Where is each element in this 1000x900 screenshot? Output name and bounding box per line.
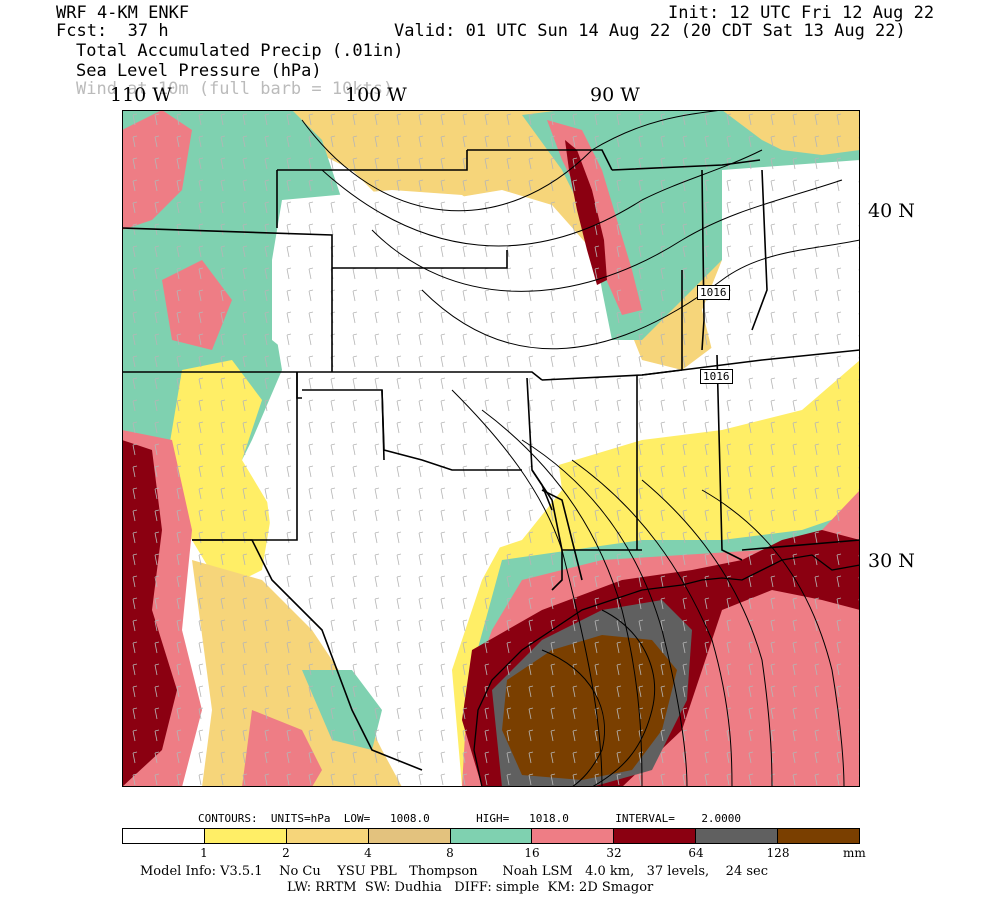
- map-border: [122, 110, 860, 787]
- lon-label-90w: 90 W: [590, 84, 640, 106]
- physics-info-line: LW: RRTM SW: Dudhia DIFF: simple KM: 2D …: [287, 880, 654, 895]
- colorbar-segment: [614, 829, 697, 843]
- colorbar-segment: [123, 829, 205, 843]
- isobar-label: 1016: [700, 369, 733, 384]
- contour-info: CONTOURS: UNITS=hPa LOW= 1008.0 HIGH= 10…: [198, 812, 742, 825]
- lat-label-30n: 30 N: [868, 550, 915, 572]
- colorbar-tick: 8: [446, 846, 454, 860]
- forecast-map: [122, 110, 860, 787]
- state-boundaries: [122, 149, 860, 771]
- colorbar-segment: [204, 829, 287, 843]
- colorbar-segment: [368, 829, 451, 843]
- colorbar-segment: [778, 829, 860, 843]
- colorbar-units: mm: [843, 846, 866, 860]
- colorbar-segment: [532, 829, 615, 843]
- gulf-coastline: [473, 554, 860, 787]
- colorbar-tick: 4: [364, 846, 372, 860]
- colorbar-tick: 2: [282, 846, 290, 860]
- colorbar-segment: [286, 829, 369, 843]
- isobars: [301, 110, 860, 787]
- lat-label-40n: 40 N: [868, 200, 915, 222]
- lon-label-100w: 100 W: [345, 84, 407, 106]
- precip-colorbar: [122, 828, 860, 844]
- map-canvas: [122, 110, 860, 787]
- field-wind: Wind at 10m (full barb = 10kts): [76, 79, 394, 99]
- colorbar-segment: [696, 829, 779, 843]
- wind-barbs: [122, 110, 860, 787]
- field-precip: Total Accumulated Precip (.01in): [76, 41, 404, 61]
- valid-time: Valid: 01 UTC Sun 14 Aug 22 (20 CDT Sat …: [394, 21, 906, 41]
- field-slp: Sea Level Pressure (hPa): [76, 61, 322, 81]
- model-info-line: Model Info: V3.5.1 No Cu YSU PBL Thompso…: [140, 864, 768, 879]
- forecast-hour: Fcst: 37 h: [56, 21, 169, 41]
- colorbar-tick: 1: [200, 846, 208, 860]
- colorbar-tick: 64: [688, 846, 704, 860]
- colorbar-tick: 16: [524, 846, 540, 860]
- isobar-label: 1016: [697, 285, 730, 300]
- colorbar-tick: 128: [766, 846, 790, 860]
- colorbar-segment: [450, 829, 533, 843]
- lon-label-110w: 110 W: [110, 84, 172, 106]
- init-time: Init: 12 UTC Fri 12 Aug 22: [668, 3, 935, 23]
- colorbar-tick: 32: [606, 846, 622, 860]
- model-name: WRF 4-KM ENKF: [56, 3, 190, 23]
